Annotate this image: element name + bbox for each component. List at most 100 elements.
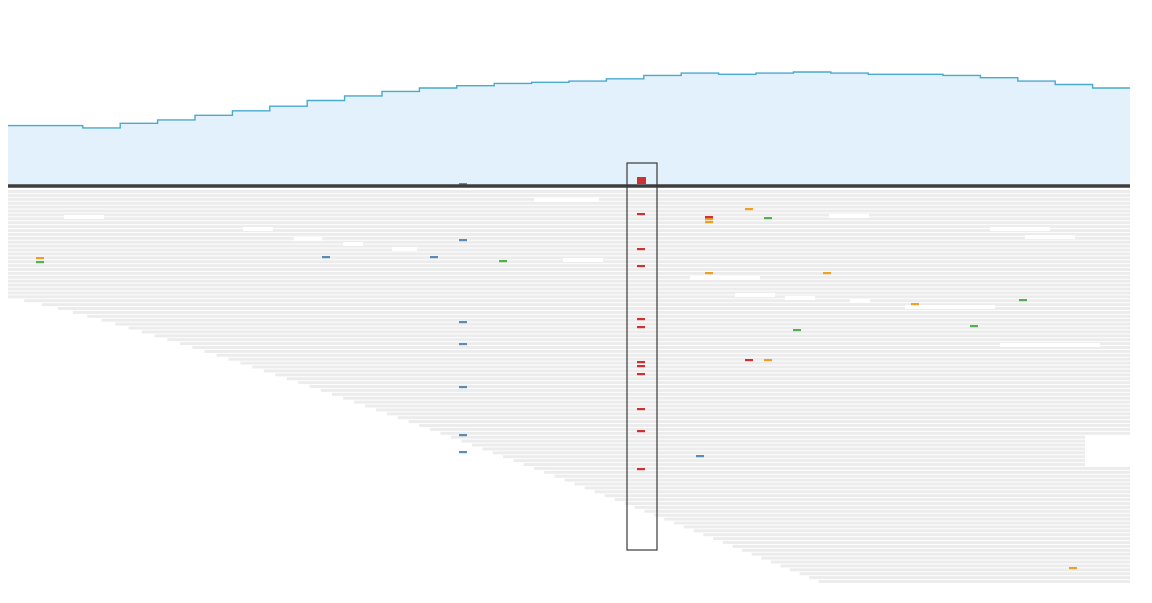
read[interactable]: [167, 338, 1131, 342]
read[interactable]: [286, 377, 1130, 381]
read[interactable]: [8, 279, 1130, 283]
read[interactable]: [386, 412, 1130, 416]
read[interactable]: [8, 252, 1130, 256]
read[interactable]: [683, 525, 1130, 529]
read[interactable]: [128, 326, 1131, 330]
read[interactable]: [451, 435, 1085, 439]
read[interactable]: [584, 486, 1130, 490]
read[interactable]: [309, 385, 1131, 388]
read[interactable]: [523, 463, 1085, 466]
read[interactable]: [770, 560, 1130, 564]
read[interactable]: [8, 190, 1130, 193]
read[interactable]: [8, 193, 1130, 197]
read[interactable]: [429, 427, 1130, 431]
read[interactable]: [8, 221, 1130, 225]
read[interactable]: [594, 490, 1130, 494]
read[interactable]: [461, 439, 1086, 443]
read[interactable]: [8, 236, 1130, 240]
read[interactable]: [252, 365, 1130, 369]
read[interactable]: [228, 357, 1131, 361]
read[interactable]: [614, 498, 1130, 502]
read[interactable]: [564, 478, 1131, 482]
read[interactable]: [8, 225, 1130, 229]
read[interactable]: [722, 541, 1130, 544]
read[interactable]: [693, 529, 1130, 533]
read[interactable]: [482, 447, 1085, 451]
read[interactable]: [8, 201, 1130, 205]
reads-pileup[interactable]: [8, 190, 1131, 583]
read[interactable]: [154, 334, 1131, 338]
read[interactable]: [8, 209, 1130, 213]
read[interactable]: [343, 396, 1131, 400]
read[interactable]: [799, 572, 1130, 576]
read[interactable]: [8, 213, 1130, 217]
read[interactable]: [365, 404, 1131, 408]
read[interactable]: [240, 361, 1130, 365]
read[interactable]: [8, 217, 1130, 221]
read[interactable]: [664, 517, 1130, 521]
read[interactable]: [674, 521, 1130, 525]
read[interactable]: [8, 240, 1130, 244]
read[interactable]: [790, 568, 1130, 572]
read[interactable]: [780, 564, 1131, 568]
highlight-box[interactable]: [626, 162, 658, 551]
read[interactable]: [354, 400, 1130, 404]
read[interactable]: [742, 548, 1130, 552]
read[interactable]: [513, 459, 1086, 463]
read[interactable]: [713, 537, 1130, 541]
read[interactable]: [472, 443, 1085, 447]
read[interactable]: [408, 420, 1131, 424]
read[interactable]: [8, 229, 1130, 232]
read[interactable]: [818, 580, 1131, 583]
read[interactable]: [440, 431, 1130, 435]
read[interactable]: [534, 466, 1130, 470]
read[interactable]: [8, 232, 1130, 236]
read[interactable]: [574, 482, 1130, 486]
read[interactable]: [492, 451, 1085, 455]
read[interactable]: [544, 470, 1130, 474]
read[interactable]: [554, 474, 1130, 478]
read[interactable]: [644, 509, 1131, 513]
read[interactable]: [419, 424, 1130, 427]
read[interactable]: [809, 576, 1130, 580]
read[interactable]: [8, 295, 1130, 299]
read[interactable]: [41, 303, 1130, 307]
read[interactable]: [179, 342, 1130, 346]
read[interactable]: [204, 349, 1131, 353]
read[interactable]: [703, 533, 1130, 537]
read[interactable]: [332, 392, 1130, 396]
read[interactable]: [376, 408, 1130, 412]
read[interactable]: [24, 299, 1131, 303]
read[interactable]: [57, 307, 1130, 310]
read[interactable]: [263, 369, 1130, 373]
read[interactable]: [751, 552, 1130, 556]
read[interactable]: [275, 373, 1130, 377]
read[interactable]: [8, 264, 1130, 268]
read[interactable]: [634, 505, 1130, 509]
read[interactable]: [8, 271, 1130, 275]
read[interactable]: [8, 268, 1130, 271]
read[interactable]: [8, 256, 1130, 260]
read[interactable]: [8, 244, 1130, 248]
read[interactable]: [101, 318, 1131, 322]
read[interactable]: [8, 291, 1130, 295]
read[interactable]: [503, 455, 1085, 459]
read[interactable]: [654, 513, 1130, 517]
read[interactable]: [604, 494, 1130, 498]
read[interactable]: [8, 287, 1130, 291]
read[interactable]: [8, 205, 1130, 209]
read[interactable]: [624, 502, 1130, 505]
read[interactable]: [192, 346, 1131, 349]
read[interactable]: [141, 330, 1130, 334]
read[interactable]: [8, 283, 1130, 287]
read[interactable]: [87, 314, 1130, 318]
read[interactable]: [72, 310, 1130, 314]
read[interactable]: [216, 353, 1131, 357]
read[interactable]: [397, 416, 1130, 420]
read[interactable]: [761, 556, 1130, 560]
read[interactable]: [298, 381, 1130, 385]
read[interactable]: [8, 248, 1130, 252]
read[interactable]: [320, 388, 1130, 392]
